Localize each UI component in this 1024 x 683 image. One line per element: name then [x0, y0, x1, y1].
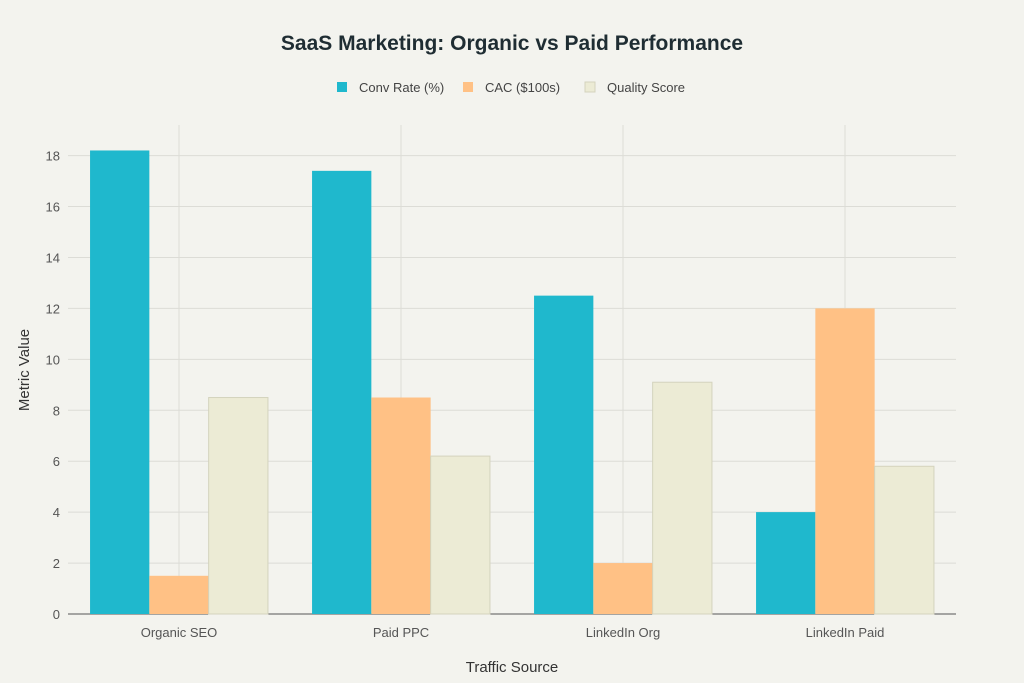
legend-swatch — [463, 82, 473, 92]
bar-quality-score — [652, 381, 713, 615]
legend-label: CAC ($100s) — [485, 80, 560, 95]
y-tick-label: 16 — [46, 200, 60, 215]
bar-quality-score — [430, 455, 491, 615]
y-axis-label: Metric Value — [16, 329, 33, 411]
y-tick-label: 10 — [46, 352, 60, 367]
bar-conv-rate — [312, 170, 372, 614]
y-tick-label: 4 — [53, 505, 60, 520]
legend-swatch — [337, 82, 347, 92]
legend: Conv Rate (%) CAC ($100s) Quality Score — [337, 80, 685, 95]
legend-label: Quality Score — [607, 80, 685, 95]
bar-quality-score — [208, 397, 269, 615]
bar-conv-rate — [534, 295, 594, 614]
y-tick-label: 12 — [46, 301, 60, 316]
legend-label: Conv Rate (%) — [359, 80, 444, 95]
y-tick-label: 18 — [46, 149, 60, 164]
legend-swatch — [584, 81, 596, 93]
x-axis-label: Traffic Source — [466, 659, 559, 676]
bar-cac-100s — [593, 563, 653, 614]
x-tick-label: LinkedIn Paid — [806, 625, 885, 640]
y-tick-label: 14 — [46, 250, 60, 265]
x-tick-label: Organic SEO — [141, 625, 218, 640]
bar-cac-100s — [815, 308, 875, 614]
bars — [90, 150, 935, 615]
bar-conv-rate — [90, 150, 150, 614]
y-tick-label: 2 — [53, 556, 60, 571]
bar-cac-100s — [149, 575, 209, 614]
tick-labels: 0 2 4 6 8 10 12 14 16 18 Organic SEO Paid PPC Linked… — [46, 149, 885, 640]
bar-quality-score — [874, 465, 935, 615]
x-tick-label: LinkedIn Org — [586, 625, 660, 640]
y-tick-label: 8 — [53, 403, 60, 418]
bar-conv-rate — [756, 512, 816, 614]
y-tick-label: 6 — [53, 454, 60, 469]
bar-cac-100s — [371, 397, 431, 614]
chart-title: SaaS Marketing: Organic vs Paid Performa… — [281, 32, 743, 55]
x-tick-label: Paid PPC — [373, 625, 429, 640]
y-tick-label: 0 — [53, 607, 60, 622]
